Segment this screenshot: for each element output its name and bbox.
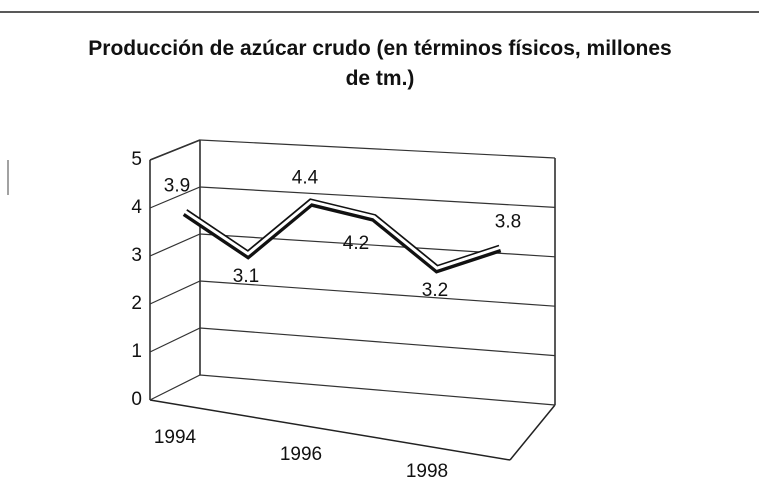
- data-label: 3.8: [495, 212, 521, 233]
- data-label: 3.9: [164, 176, 190, 197]
- grid-line: [149, 139, 556, 161]
- grid-line: [149, 186, 556, 209]
- grid-line: [149, 233, 556, 258]
- data-label: 4.4: [292, 168, 319, 189]
- y-tick-label: 4: [131, 197, 142, 218]
- y-tick-label: 1: [131, 341, 142, 362]
- floor-edge: [149, 399, 511, 461]
- y-tick-label: 3: [131, 245, 142, 266]
- data-label: 4.2: [343, 233, 369, 254]
- grid-line: [149, 280, 556, 307]
- x-tick-label: 1996: [280, 444, 322, 465]
- x-tick-label: 1998: [406, 461, 448, 482]
- floor-edge: [509, 404, 556, 461]
- grid-line: [149, 374, 556, 406]
- chart-title: Producción de azúcar crudo (en términos …: [88, 37, 672, 90]
- data-label: 3.2: [422, 280, 448, 301]
- y-tick-label: 0: [131, 389, 142, 410]
- grid-line: [149, 327, 556, 357]
- y-tick-label: 2: [131, 293, 142, 314]
- data-label: 3.1: [233, 266, 259, 287]
- line-highlight: [184, 199, 501, 270]
- x-tick-label: 1994: [154, 427, 197, 448]
- y-tick-label: 5: [131, 149, 142, 170]
